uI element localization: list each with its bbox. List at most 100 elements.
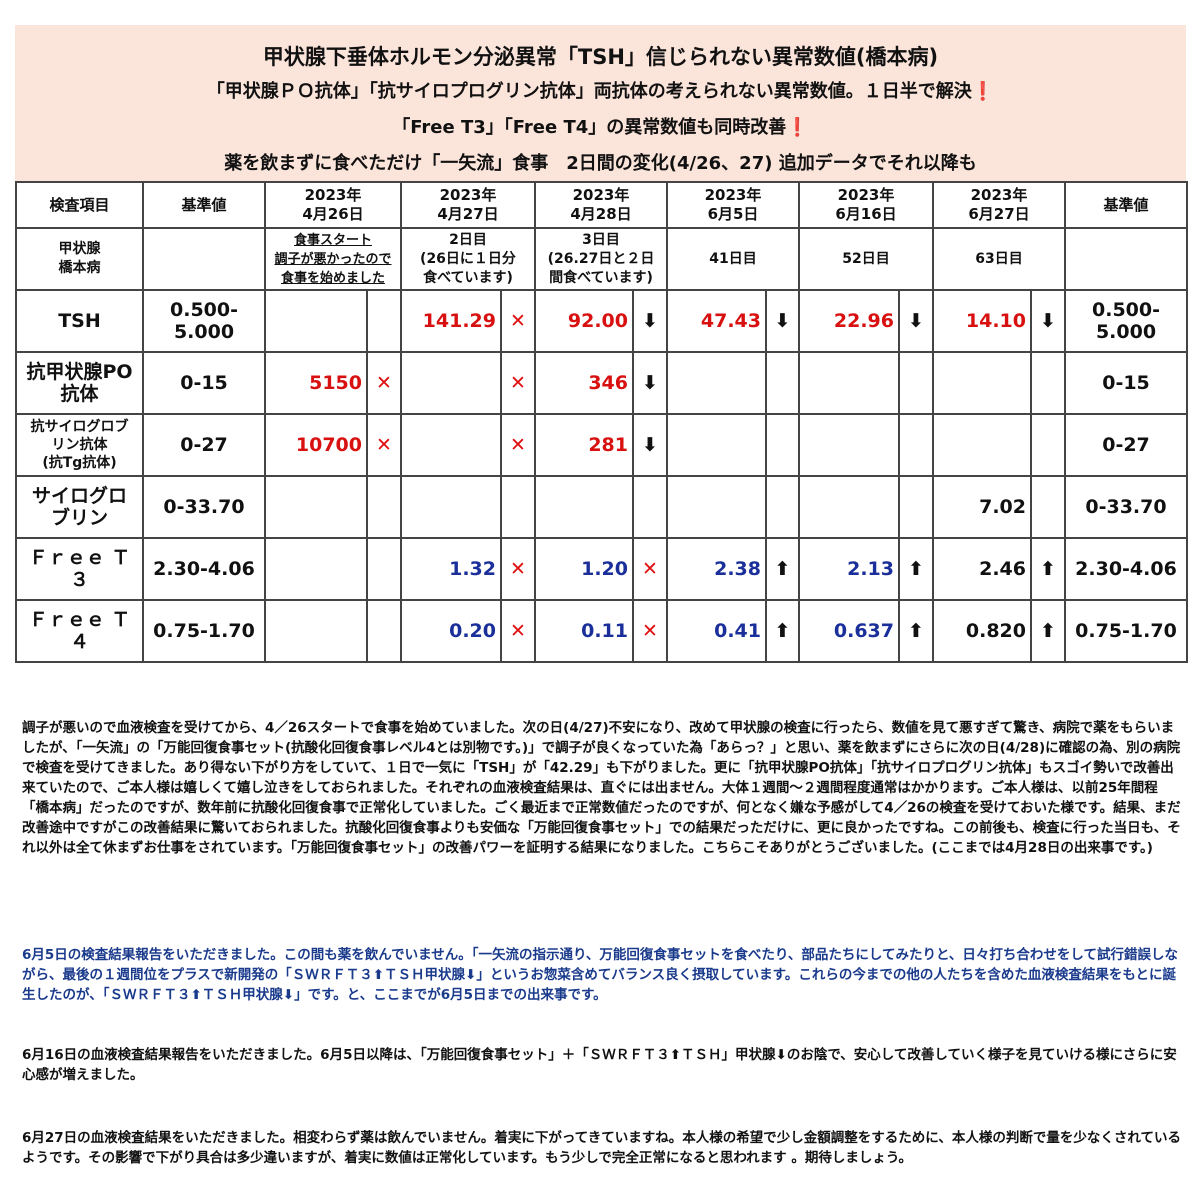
result-value: 0.11 (534, 599, 634, 663)
cross-icon: ✕ (500, 599, 536, 663)
result-value: 2.38 (666, 537, 767, 601)
result-value-text: 14.10 (965, 310, 1026, 332)
column-header: 2023年 6月5日 (666, 181, 800, 229)
arrow-up-icon: ⬆ (1030, 537, 1066, 601)
result-value-text: 0.820 (965, 620, 1026, 642)
mark-glyph: ⬇ (642, 310, 658, 332)
result-value (400, 413, 502, 477)
result-value: 0.637 (798, 599, 900, 663)
result-value-text: 0.11 (581, 620, 628, 642)
arrow-down-icon: ⬇ (632, 413, 668, 477)
mark-cell (765, 475, 800, 539)
reference-range: 0.500-5.000 (1064, 289, 1188, 353)
title-banner: 甲状腺下垂体ホルモン分泌異常「TSH」信じられない異常数値(橋本病) 「甲状腺Ｐ… (15, 25, 1186, 181)
reference-range-text: 0-27 (1102, 434, 1150, 456)
arrow-down-icon: ⬇ (1030, 289, 1066, 353)
arrow-down-icon: ⬇ (632, 289, 668, 353)
result-value: 2.13 (798, 537, 900, 601)
day-header: 63日目 (932, 227, 1066, 291)
mark-glyph: ⬆ (1040, 620, 1056, 642)
test-item-label-text: サイログロ ブリン (31, 485, 127, 529)
mark-cell (765, 413, 800, 477)
reference-range: 0-33.70 (1064, 475, 1188, 539)
mark-glyph: ⬇ (774, 310, 791, 332)
result-value-text: 2.13 (847, 558, 894, 580)
result-value-text: 47.43 (700, 310, 761, 332)
arrow-down-icon: ⬇ (765, 289, 800, 353)
day-header: 甲状腺 橋本病 (15, 227, 144, 291)
test-item-label-text: Ｆｒｅｅ Ｔ ４ (28, 609, 131, 653)
reference-range-text: 0.500-5.000 (1092, 299, 1160, 343)
result-value: 5150 (264, 351, 368, 415)
result-value: 0.820 (932, 599, 1032, 663)
reference-range: 0-27 (142, 413, 266, 477)
day-header: 食事スタート 調子が悪かったので 食事を始めました (264, 227, 402, 291)
result-value (264, 475, 368, 539)
mark-cell (898, 475, 934, 539)
table-row: Ｆｒｅｅ Ｔ ４ 0.75-1.70 0.20 ✕ 0.11 ✕ 0.41 ⬆ 0.637 ⬆ 0.… (15, 599, 1188, 663)
column-header: 2023年 6月16日 (798, 181, 934, 229)
result-value (264, 599, 368, 663)
mark-cell (1030, 475, 1066, 539)
mark-cell (898, 413, 934, 477)
mark-glyph: ✕ (376, 434, 392, 456)
table-row: TSH 0.500-5.000 141.29 ✕ 92.00 ⬇ 47.43 ⬇ 22.96 ⬇ 1… (15, 289, 1188, 353)
mark-cell (1030, 413, 1066, 477)
day-header: 52日目 (798, 227, 934, 291)
column-header-text: 検査項目 (49, 195, 110, 214)
day-header-text: 52日目 (842, 250, 890, 267)
column-header: 基準値 (1064, 181, 1188, 229)
result-value-text: 10700 (295, 434, 362, 456)
test-item-label-text: TSH (58, 310, 101, 332)
cross-icon: ✕ (500, 537, 536, 601)
reference-range: 0-15 (1064, 351, 1188, 415)
result-value (932, 413, 1032, 477)
report-paragraph: 調子が悪いので血液検査を受けてから、4／26スタートで食事を始めていました。次の… (22, 720, 1181, 856)
result-value-text: 346 (588, 372, 628, 394)
banner-line-3: 「Free T3」「Free T4」の異常数値も同時改善❗ (15, 113, 1186, 139)
header-row: 検査項目 基準値 2023年 4月26日 2023年 4月27日 2023年 4月28日… (15, 181, 1188, 229)
banner-line-4: 薬を飲まずに食べただけ「一矢流」食事 2日間の変化(4/26、27) 追加データ… (224, 153, 977, 174)
cross-icon: ✕ (500, 289, 536, 353)
result-value: 2.46 (932, 537, 1032, 601)
day-header (1064, 227, 1188, 291)
day-header-text: 甲状腺 橋本病 (58, 241, 101, 276)
column-header: 2023年 4月27日 (400, 181, 536, 229)
result-value (400, 475, 502, 539)
result-value-text: 2.46 (979, 558, 1026, 580)
reference-range-text: 2.30-4.06 (1075, 558, 1177, 580)
mark-glyph: ⬆ (774, 620, 791, 642)
mark-cell (765, 351, 800, 415)
mark-cell (500, 475, 536, 539)
column-header: 2023年 4月28日 (534, 181, 668, 229)
reference-range: 0-15 (142, 351, 266, 415)
result-value-text: 0.637 (833, 620, 894, 642)
arrow-up-icon: ⬆ (765, 537, 800, 601)
reference-range: 0.500-5.000 (142, 289, 266, 353)
results-table: 検査項目 基準値 2023年 4月26日 2023年 4月27日 2023年 4月28日… (15, 181, 1188, 663)
mark-cell (1030, 351, 1066, 415)
mark-cell (366, 537, 402, 601)
column-header-text: 2023年 4月27日 (437, 186, 499, 223)
result-value (798, 413, 900, 477)
result-value (264, 289, 368, 353)
result-value (798, 475, 900, 539)
mark-glyph: ✕ (510, 434, 526, 456)
cross-icon: ✕ (632, 599, 668, 663)
table-row: Ｆｒｅｅ Ｔ ３ 2.30-4.06 1.32 ✕ 1.20 ✕ 2.38 ⬆ 2.13 ⬆ 2.4… (15, 537, 1188, 601)
test-item-label-text: Ｆｒｅｅ Ｔ ３ (28, 547, 131, 591)
result-value (264, 537, 368, 601)
cross-icon: ✕ (500, 413, 536, 477)
table-row: サイログロ ブリン 0-33.70 7.02 0-33.70 (15, 475, 1188, 539)
result-value-text: 0.20 (449, 620, 496, 642)
reference-range: 0.75-1.70 (142, 599, 266, 663)
day-header: 2日目 (26日に１日分 食べています) (400, 227, 536, 291)
result-value: 1.32 (400, 537, 502, 601)
arrow-up-icon: ⬆ (1030, 599, 1066, 663)
result-value: 10700 (264, 413, 368, 477)
column-header-text: 2023年 6月27日 (968, 186, 1030, 223)
banner-line-2: 「甲状腺ＰＯ抗体」「抗サイロプログリン抗体」両抗体の考えられない異常数値。１日半… (15, 77, 1186, 103)
reference-range-text: 0.75-1.70 (1075, 620, 1177, 642)
result-value-text: 5150 (309, 372, 362, 394)
result-value: 0.20 (400, 599, 502, 663)
